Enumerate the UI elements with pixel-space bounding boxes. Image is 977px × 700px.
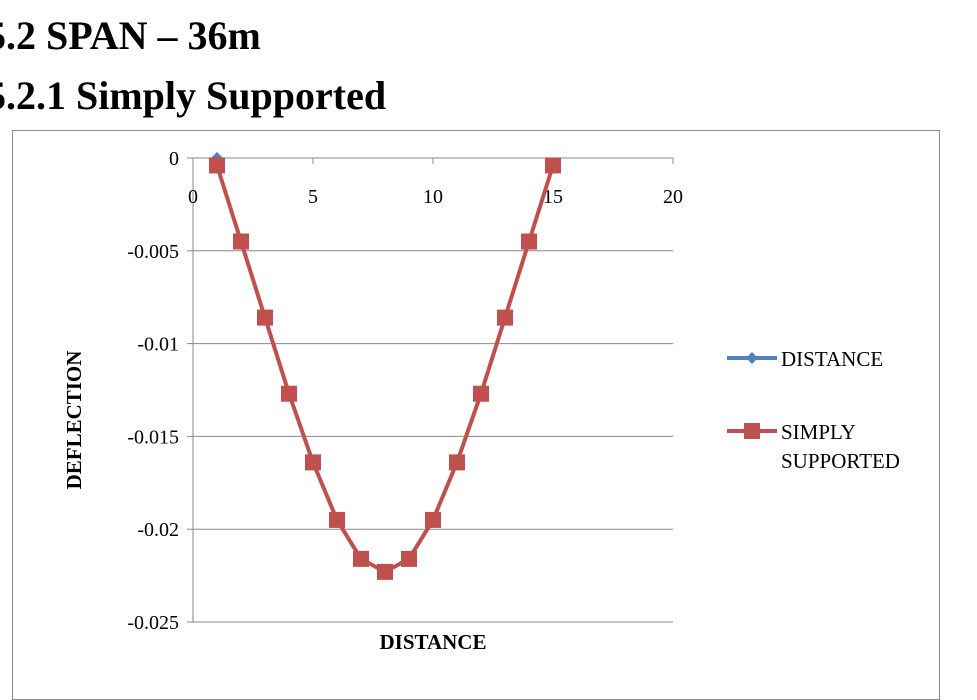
data-point [257,309,273,326]
y-tick-label: -0.02 [137,519,179,541]
data-point [281,385,297,402]
x-tick-label: 15 [543,186,563,208]
y-tick-label: -0.005 [127,241,179,263]
data-point [209,157,225,174]
data-point [233,233,249,250]
legend-label: SUPPORTED [781,449,900,473]
data-point [473,385,489,402]
y-tick-label: -0.025 [127,612,179,634]
x-tick-label: 0 [188,186,198,208]
y-axis-title: DEFLECTION [62,351,86,490]
x-tick-label: 10 [423,186,443,208]
x-axis-title: DISTANCE [380,630,487,654]
data-point [305,454,321,471]
data-point [449,454,465,471]
y-tick-label: -0.015 [127,426,179,448]
legend-marker [744,423,760,439]
deflection-chart: 0 -0.005 -0.01 -0.015 -0.02 -0.025 0 5 10 15 20 DIS… [62,148,900,654]
legend-label: DISTANCE [781,347,883,371]
data-point [545,157,561,174]
subsection-heading: 5.2.1 Simply Supported [0,73,387,118]
legend-label: SIMPLY [781,420,856,444]
data-point [329,511,345,528]
data-point [401,550,417,567]
x-tick-label: 5 [308,186,318,208]
series-line-1 [215,164,555,574]
data-point [425,511,441,528]
data-point [353,550,369,567]
y-tick-label: 0 [169,148,179,170]
y-tick-label: -0.01 [137,334,179,356]
legend-marker [746,352,758,364]
chart-frame: 0 -0.005 -0.01 -0.015 -0.02 -0.025 0 5 10 15 20 DIS… [12,130,940,700]
x-tick-label: 20 [663,186,683,208]
section-heading: 5.2 SPAN – 36m [0,13,261,58]
data-point [521,233,537,250]
data-point [497,309,513,326]
data-point [377,563,393,580]
